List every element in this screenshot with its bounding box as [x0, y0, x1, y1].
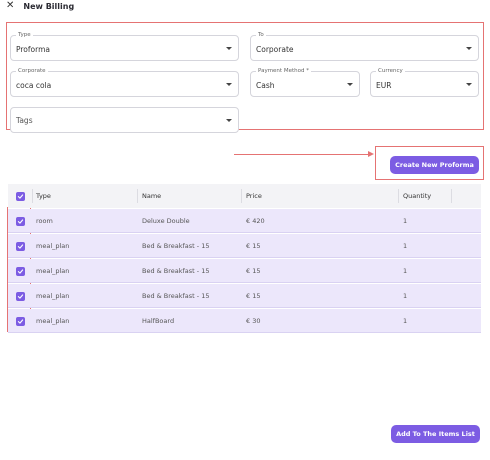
to-select[interactable]: To Corporate — [250, 31, 479, 61]
check-icon — [17, 219, 24, 224]
caret-down-icon — [226, 119, 232, 122]
cell-type: meal_plan — [36, 242, 70, 250]
cell-quantity: 1 — [403, 292, 408, 300]
cell-name: Bed & Breakfast - 15 — [142, 292, 210, 300]
table-row[interactable]: meal_plan Bed & Breakfast - 15 € 15 1 — [8, 234, 481, 258]
column-separator — [32, 189, 33, 203]
cell-quantity: 1 — [403, 242, 408, 250]
column-separator — [451, 189, 452, 203]
row-checkbox[interactable] — [16, 242, 25, 251]
to-value: Corporate — [256, 45, 294, 54]
dialog-title: New Billing — [23, 1, 75, 11]
close-icon[interactable]: ✕ — [6, 0, 15, 11]
payment-method-value: Cash — [256, 81, 275, 90]
annotation-arrow-line — [234, 154, 370, 155]
caret-down-icon — [466, 83, 472, 86]
corporate-label: Corporate — [16, 67, 48, 75]
currency-select[interactable]: Currency EUR — [370, 67, 479, 97]
payment-method-label: Payment Method * — [256, 67, 311, 75]
table-row[interactable]: meal_plan Bed & Breakfast - 15 € 15 1 — [8, 259, 481, 283]
tags-placeholder: Tags — [16, 116, 33, 125]
type-label: Type — [16, 31, 33, 39]
cell-type: meal_plan — [36, 317, 70, 325]
column-separator — [137, 189, 138, 203]
corporate-select[interactable]: Corporate coca cola — [10, 67, 239, 97]
to-label: To — [256, 31, 266, 39]
check-icon — [17, 269, 24, 274]
cell-name: Bed & Breakfast - 15 — [142, 267, 210, 275]
create-button-highlight-box — [375, 146, 484, 180]
create-new-proforma-button[interactable]: Create New Proforma — [390, 156, 479, 174]
currency-value: EUR — [376, 81, 392, 90]
cell-price: € 15 — [246, 267, 261, 275]
row-checkbox[interactable] — [16, 267, 25, 276]
check-icon — [17, 319, 24, 324]
tags-select[interactable]: Tags — [10, 107, 239, 133]
column-header-price: Price — [246, 192, 262, 200]
add-to-items-list-button[interactable]: Add To The Items List — [391, 425, 480, 443]
type-value: Proforma — [16, 45, 50, 54]
caret-down-icon — [226, 47, 232, 50]
row-checkbox[interactable] — [16, 217, 25, 226]
check-icon — [17, 194, 24, 199]
cell-price: € 30 — [246, 317, 261, 325]
corporate-value: coca cola — [16, 81, 52, 90]
form-highlight-box — [6, 22, 484, 130]
annotation-arrow-head — [368, 151, 374, 157]
table-row[interactable]: meal_plan Bed & Breakfast - 15 € 15 1 — [8, 284, 481, 308]
select-all-checkbox[interactable] — [16, 192, 25, 201]
table-header: Type Name Price Quantity — [8, 184, 481, 208]
cell-type: meal_plan — [36, 267, 70, 275]
check-icon — [17, 294, 24, 299]
type-select[interactable]: Type Proforma — [10, 31, 239, 61]
cell-name: Bed & Breakfast - 15 — [142, 242, 210, 250]
cell-quantity: 1 — [403, 267, 408, 275]
cell-price: € 15 — [246, 242, 261, 250]
table-row[interactable]: room Deluxe Double € 420 1 — [8, 209, 481, 233]
cell-name: Deluxe Double — [142, 217, 190, 225]
check-icon — [17, 244, 24, 249]
caret-down-icon — [347, 83, 353, 86]
caret-down-icon — [226, 83, 232, 86]
column-header-name: Name — [142, 192, 162, 200]
currency-label: Currency — [376, 67, 405, 75]
cell-type: meal_plan — [36, 292, 70, 300]
cell-type: room — [36, 217, 53, 225]
cell-quantity: 1 — [403, 217, 408, 225]
cell-name: HalfBoard — [142, 317, 175, 325]
dialog-header: ✕ New Billing — [6, 0, 74, 12]
cell-quantity: 1 — [403, 317, 408, 325]
cell-price: € 15 — [246, 292, 261, 300]
column-header-quantity: Quantity — [403, 192, 432, 200]
column-separator — [241, 189, 242, 203]
column-header-type: Type — [36, 192, 51, 200]
payment-method-select[interactable]: Payment Method * Cash — [250, 67, 360, 97]
row-checkbox[interactable] — [16, 292, 25, 301]
table-row[interactable]: meal_plan HalfBoard € 30 1 — [8, 309, 481, 333]
caret-down-icon — [466, 47, 472, 50]
row-checkbox[interactable] — [16, 317, 25, 326]
column-separator — [398, 189, 399, 203]
cell-price: € 420 — [246, 217, 265, 225]
